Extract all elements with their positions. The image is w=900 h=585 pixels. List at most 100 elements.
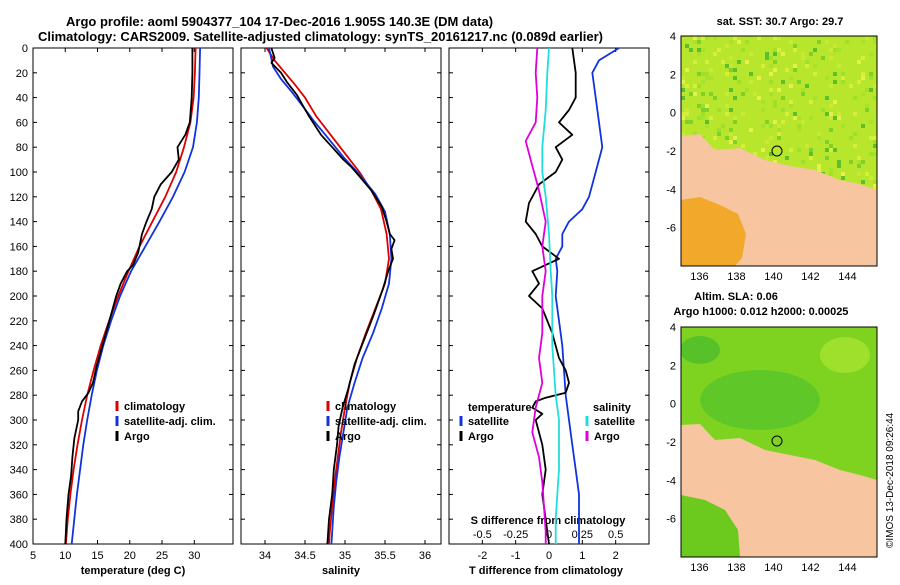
series-line-climatology [265,48,390,544]
sst-cell [829,172,833,176]
sst-cell [757,36,761,40]
sst-cell [741,92,745,96]
series-line-t-argo [524,48,577,544]
sst-cell [825,96,829,100]
legend-label-t-argo: Argo [468,431,494,443]
sst-cell [869,76,873,80]
sst-cell [697,52,701,56]
sst-cell [701,108,705,112]
sst-cell [833,72,837,76]
sst-cell [841,124,845,128]
sst-cell [781,80,785,84]
legend-label-climatology: climatology [124,401,186,413]
sst-cell [769,124,773,128]
sst-cell [869,136,873,140]
sst-cell [781,108,785,112]
sst-cell [797,128,801,132]
sst-cell [837,112,841,116]
sst-cell [685,120,689,124]
x-tick-label: 25 [156,550,168,562]
sst-cell [749,80,753,84]
sst-cell [869,176,873,180]
top-x-tick-label: -0.25 [503,529,528,541]
sst-cell [825,156,829,160]
sst-cell [821,56,825,60]
sst-cell [713,96,717,100]
sst-cell [713,36,717,40]
x-tick-label: 5 [30,550,36,562]
sst-cell [861,180,865,184]
sst-cell [741,112,745,116]
sst-cell [733,96,737,100]
sst-cell [793,44,797,48]
sst-cell [733,136,737,140]
sst-cell [773,100,777,104]
sst-cell [853,144,857,148]
sst-cell [829,84,833,88]
sst-cell [777,48,781,52]
sst-cell [833,100,837,104]
sst-cell [853,96,857,100]
sst-cell [721,60,725,64]
sst-cell [817,164,821,168]
sst-cell [769,80,773,84]
sst-map-frame [680,35,878,267]
sst-cell [769,56,773,60]
sst-cell [809,148,813,152]
sst-cell [749,128,753,132]
lat-tick-label: 0 [670,399,676,411]
series-line-s-satellite [541,48,560,544]
sst-cell [825,148,829,152]
lon-tick-label: 138 [727,562,745,574]
lat-tick-label: 2 [670,360,676,372]
difference-x-tick-labels: -2 -1 0 1 2 [477,550,618,562]
series-line-t-satellite [554,48,620,544]
sst-cell [705,76,709,80]
sst-cell [769,136,773,140]
lat-tick-label: -6 [666,223,676,235]
sst-cell [793,48,797,52]
temperature-x-label: temperature (deg C) [81,565,186,577]
difference-legend: temperature satellite Argo salinity sate… [459,402,635,443]
sst-cell [817,132,821,136]
depth-tick-labels: 0 20 40 60 80 100 120 140 160 180 200 220 240 260 280 3… [10,43,28,551]
lon-tick-label: 142 [801,562,819,574]
sst-cell [793,112,797,116]
sst-cell [705,36,709,40]
sst-cell [737,40,741,44]
sla-map-patch [820,337,870,373]
sst-cell [701,104,705,108]
sst-cell [853,112,857,116]
sst-cell [797,124,801,128]
sst-cell [825,112,829,116]
sst-cell [801,88,805,92]
sst-cell [701,72,705,76]
sst-cell [809,116,813,120]
sst-cell [713,136,717,140]
sst-cell [793,116,797,120]
sst-cell [813,72,817,76]
depth-tick-label: 20 [16,68,28,80]
sst-cell [729,140,733,144]
sst-cell [709,68,713,72]
sst-cell [829,56,833,60]
sst-cell [769,88,773,92]
depth-tick-label: 380 [10,514,28,526]
sst-cell [717,128,721,132]
sst-cell [757,96,761,100]
sst-cell [729,64,733,68]
sst-cell [685,112,689,116]
sst-cell [693,36,697,40]
sst-cell [785,156,789,160]
sst-cell [729,40,733,44]
sst-cell [705,120,709,124]
sst-cell [761,108,765,112]
sst-cell [781,96,785,100]
sst-cell [837,116,841,120]
sst-cell [681,112,685,116]
sst-cell [749,52,753,56]
sst-cell [681,88,685,92]
sst-cell [789,76,793,80]
sst-cell [773,48,777,52]
sst-cell [817,40,821,44]
